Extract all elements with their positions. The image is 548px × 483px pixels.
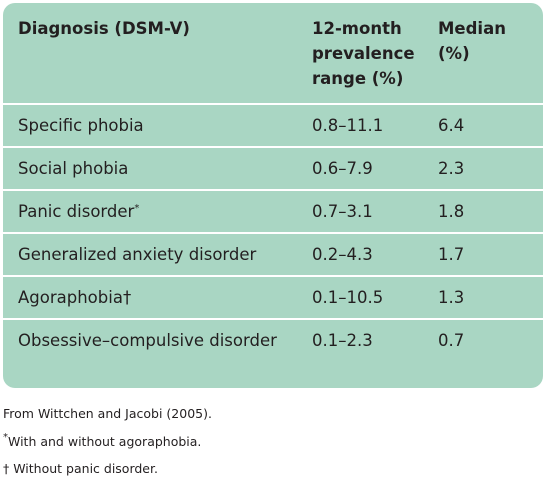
footnote: † Without panic disorder. <box>3 455 212 483</box>
diagnosis: Agoraphobia† <box>18 288 132 307</box>
table-box: Diagnosis (DSM-V) 12-month prevalence ra… <box>3 3 543 388</box>
table-row: Agoraphobia† 0.1–10.5 1.3 <box>3 275 543 319</box>
footnotes: From Wittchen and Jacobi (2005). *With an… <box>3 400 212 483</box>
table-body: Specific phobia 0.8–11.1 6.4 Social phobia 0… <box>3 103 543 361</box>
range-cell: 0.8–11.1 <box>312 103 438 147</box>
diagnosis-cell: Generalized anxiety disorder <box>3 232 312 276</box>
diagnosis: Specific phobia <box>18 116 144 135</box>
footnote-text: † Without panic disorder. <box>3 461 158 476</box>
diagnosis: Obsessive–compulsive disorder <box>18 331 277 350</box>
range-cell: 0.6–7.9 <box>312 146 438 190</box>
table-row: Generalized anxiety disorder 0.2–4.3 1.7 <box>3 232 543 276</box>
table-row: Panic disorder* 0.7–3.1 1.8 <box>3 189 543 233</box>
median-cell: 1.3 <box>438 275 543 319</box>
diagnosis-cell: Agoraphobia† <box>3 275 312 319</box>
diagnosis-cell: Social phobia <box>3 146 312 190</box>
diagnosis: Panic disorder <box>18 202 135 221</box>
header-cell: Median (%) <box>438 19 506 63</box>
table: Diagnosis (DSM-V) 12-month prevalence ra… <box>3 3 543 361</box>
diagnosis-cell: Obsessive–compulsive disorder <box>3 318 312 361</box>
footnote-mark: * <box>3 431 8 443</box>
table-row: Specific phobia 0.8–11.1 6.4 <box>3 103 543 147</box>
header-cell: Diagnosis (DSM-V) <box>18 19 190 38</box>
table-row: Social phobia 0.6–7.9 2.3 <box>3 146 543 190</box>
footnote-mark: * <box>134 203 140 214</box>
range-cell: 0.1–2.3 <box>312 318 438 361</box>
range-cell: 0.1–10.5 <box>312 275 438 319</box>
footnote-text: From Wittchen and Jacobi (2005). <box>3 406 212 421</box>
footnote: From Wittchen and Jacobi (2005). <box>3 400 212 428</box>
footnote-text: With and without agoraphobia. <box>8 433 202 449</box>
median-cell: 6.4 <box>438 103 543 147</box>
range-cell: 0.2–4.3 <box>312 232 438 276</box>
range-cell: 0.7–3.1 <box>312 189 438 233</box>
diagnosis-cell: Panic disorder* <box>3 189 312 233</box>
diagnosis: Social phobia <box>18 159 129 178</box>
footnote: *With and without agoraphobia. <box>3 428 212 456</box>
header-cell: 12-month prevalence range (%) <box>312 19 415 88</box>
median-cell: 1.7 <box>438 232 543 276</box>
median-cell: 0.7 <box>438 318 543 361</box>
median-cell: 1.8 <box>438 189 543 233</box>
median-cell: 2.3 <box>438 146 543 190</box>
diagnosis-cell: Specific phobia <box>3 103 312 147</box>
header-row: Diagnosis (DSM-V) 12-month prevalence ra… <box>3 3 543 104</box>
table-row: Obsessive–compulsive disorder 0.1–2.3 0.7 <box>3 318 543 361</box>
diagnosis: Generalized anxiety disorder <box>18 245 257 264</box>
